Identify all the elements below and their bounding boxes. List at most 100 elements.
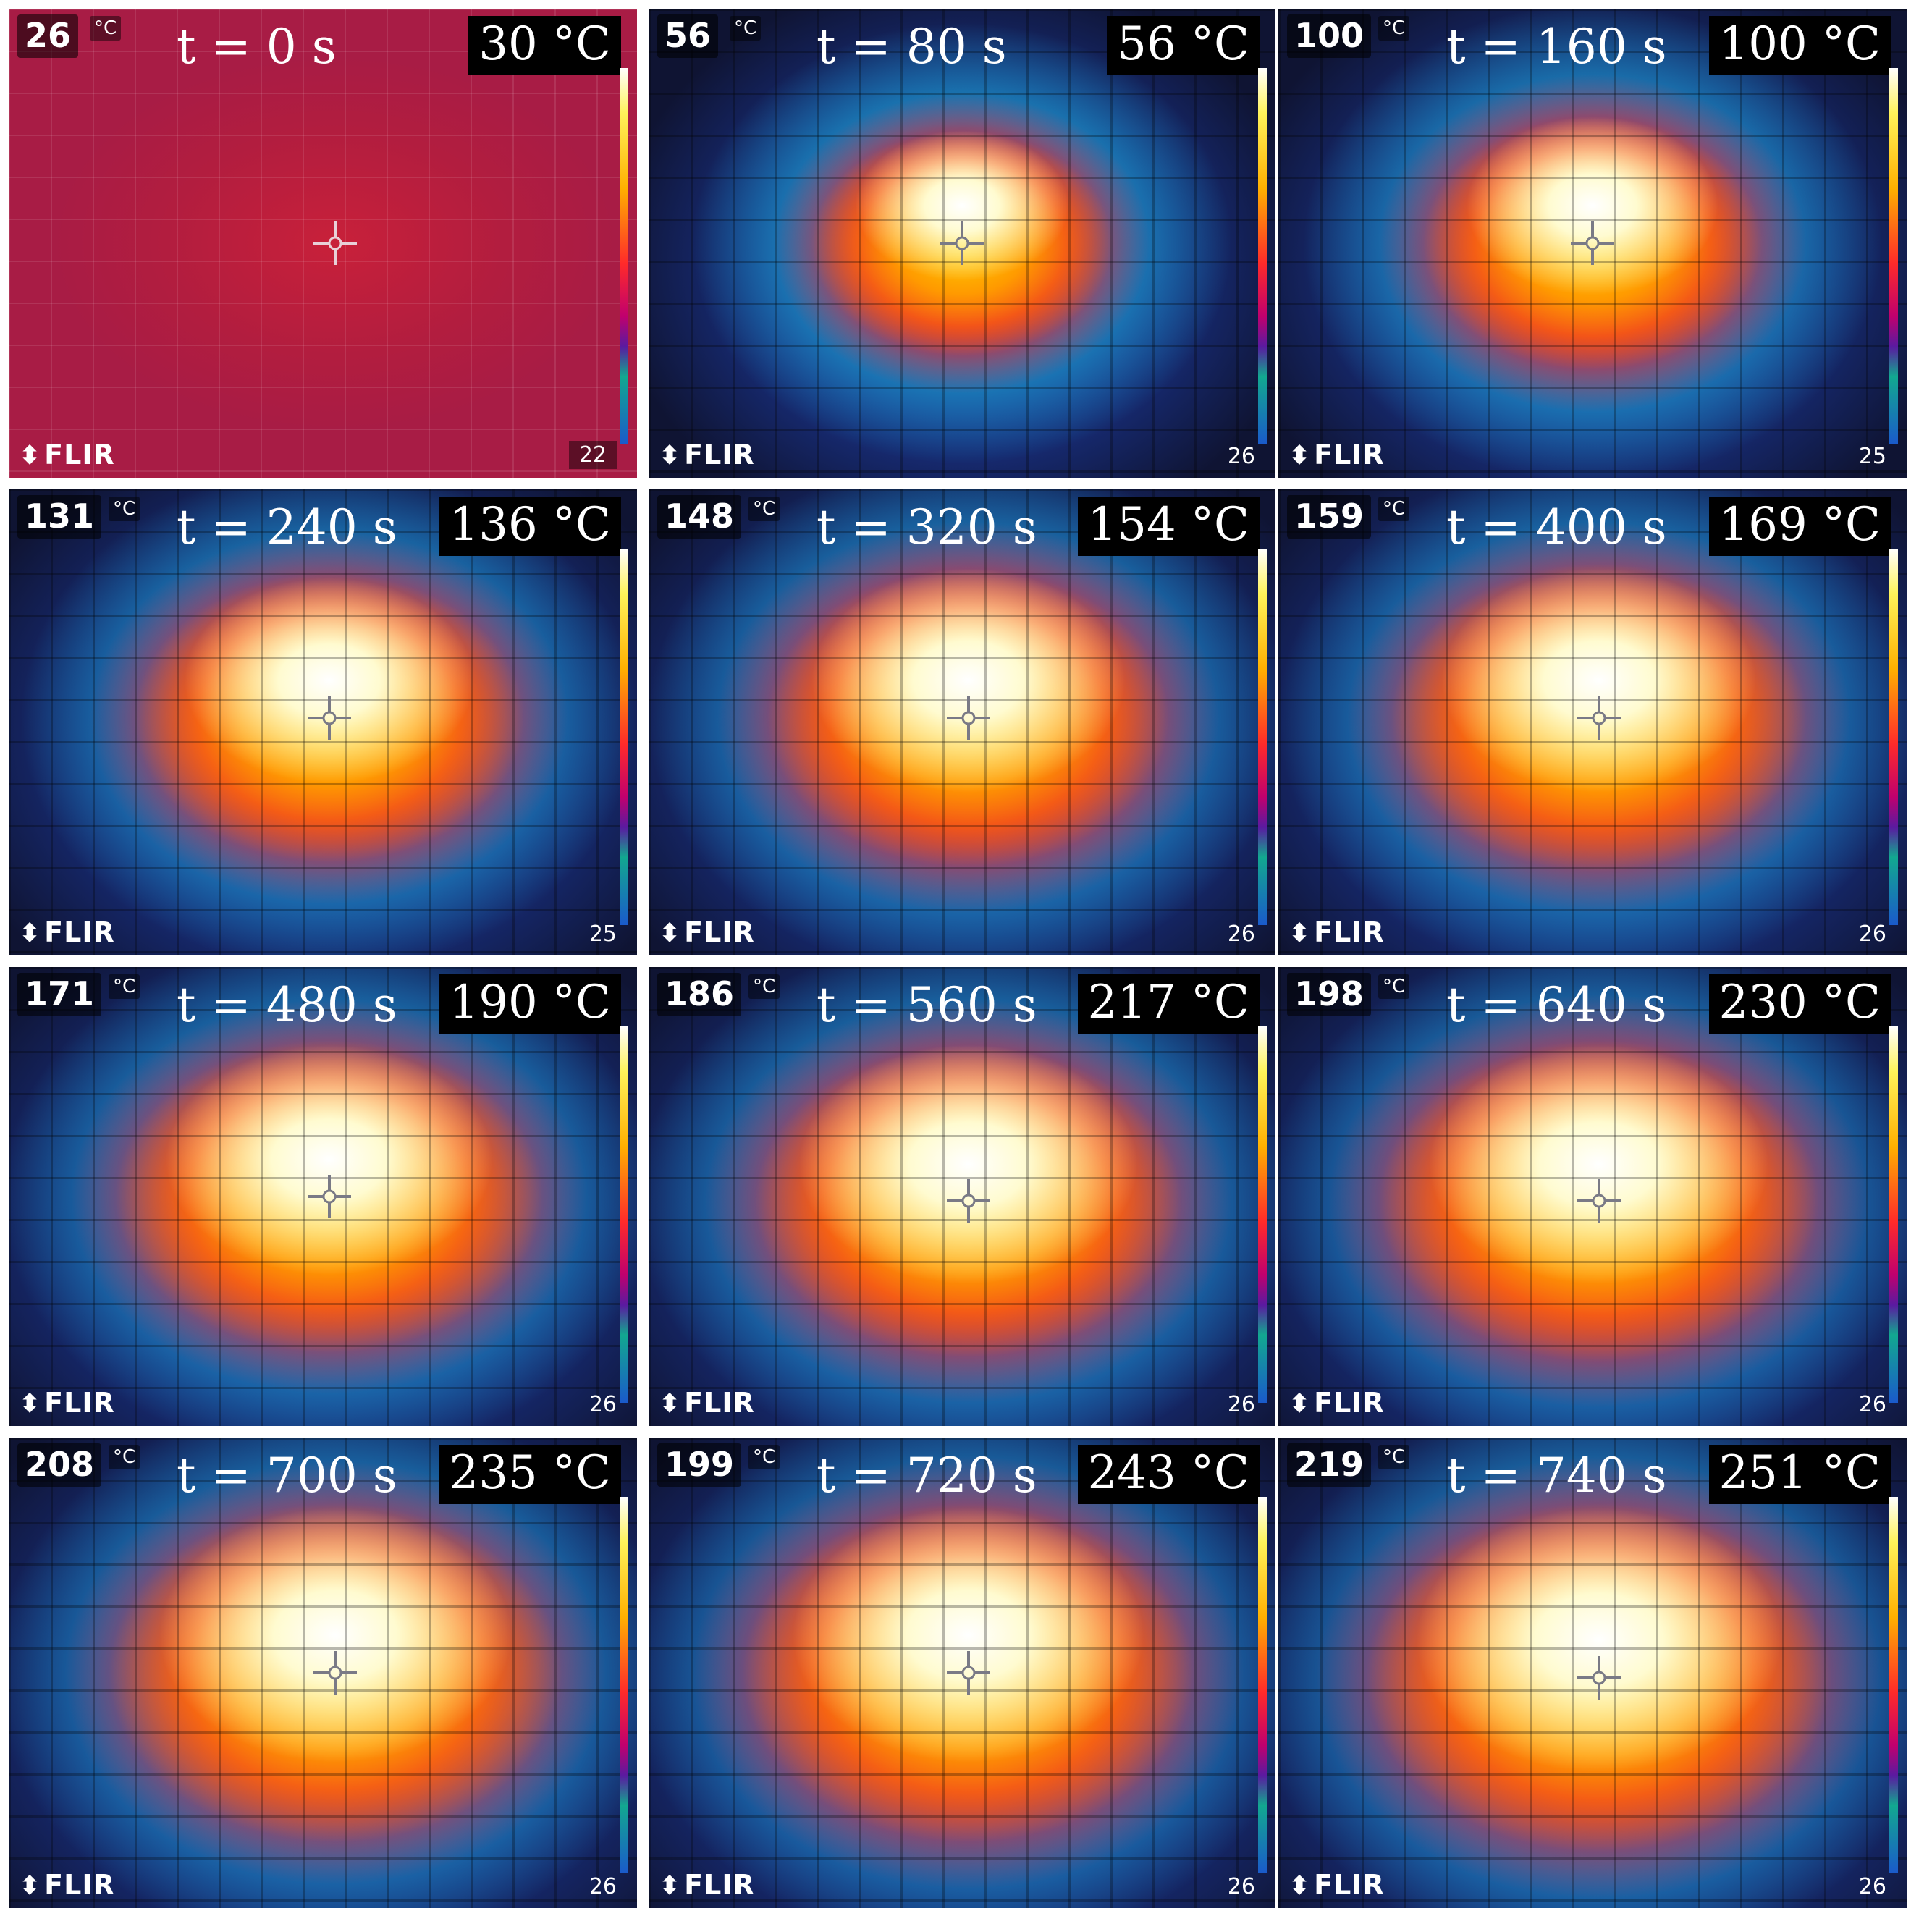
crosshair-icon (1577, 1179, 1621, 1223)
flir-logo-icon: ⬍ (659, 919, 682, 948)
flir-logo-icon: ⬍ (1288, 441, 1312, 470)
thermal-frame: 148 °C t = 320 s 154 °C ⬍ FLIR 26 (649, 489, 1275, 955)
thermal-field (649, 489, 1275, 955)
thermal-frame: 171 °C t = 480 s 190 °C ⬍ FLIR 26 (9, 967, 637, 1426)
max-temperature-label: 251 °C (1708, 1445, 1891, 1504)
crosshair-icon (940, 221, 984, 265)
thermal-frame: 56 °C t = 80 s 56 °C ⬍ FLIR 26 (649, 9, 1275, 478)
scale-minimum-label: 26 (589, 1874, 617, 1899)
scale-minimum-label: 26 (1858, 1874, 1886, 1899)
color-scale-bar (620, 549, 628, 925)
floor-tile-grid (1278, 9, 1907, 478)
flir-logo-text: FLIR (1314, 1869, 1385, 1901)
flir-logo-text: FLIR (44, 439, 115, 470)
scale-minimum-label: 26 (1227, 444, 1255, 469)
flir-logo-text: FLIR (684, 916, 755, 948)
color-scale-bar (620, 1026, 628, 1403)
scale-minimum-label: 22 (568, 441, 617, 469)
spot-temperature-reading: 208 (17, 1443, 102, 1487)
flir-logo-icon: ⬍ (1288, 1871, 1312, 1901)
thermal-frame: 208 °C t = 700 s 235 °C ⬍ FLIR 26 (9, 1438, 637, 1908)
thermal-field (1278, 967, 1907, 1426)
thermal-field (1278, 1438, 1907, 1908)
temperature-unit: °C (748, 1445, 780, 1469)
temperature-unit: °C (748, 974, 780, 999)
spot-temperature-reading: 186 (657, 973, 742, 1016)
max-temperature-label: 243 °C (1077, 1445, 1260, 1504)
temperature-unit: °C (1378, 497, 1410, 521)
max-temperature-label: 154 °C (1077, 497, 1260, 556)
spot-temperature-reading: 26 (17, 14, 79, 58)
crosshair-icon (307, 1175, 351, 1218)
crosshair-icon (946, 1651, 990, 1695)
scale-minimum-label: 25 (589, 921, 617, 947)
spot-temperature-reading: 56 (657, 14, 719, 58)
thermal-frame: 100 °C t = 160 s 100 °C ⬍ FLIR 25 (1278, 9, 1907, 478)
scale-minimum-label: 26 (1227, 1874, 1255, 1899)
crosshair-icon (1571, 221, 1614, 265)
temperature-unit: °C (1378, 16, 1410, 41)
spot-temperature-reading: 100 (1287, 14, 1372, 58)
spot-temperature-reading: 159 (1287, 495, 1372, 539)
flir-logo-text: FLIR (684, 1869, 755, 1901)
temperature-unit: °C (748, 497, 780, 521)
crosshair-icon (1577, 1655, 1621, 1700)
max-temperature-label: 230 °C (1708, 974, 1891, 1034)
thermal-frame: 159 °C t = 400 s 169 °C ⬍ FLIR 26 (1278, 489, 1907, 955)
scale-minimum-label: 26 (1858, 1392, 1886, 1417)
temperature-unit: °C (1378, 974, 1410, 999)
max-temperature-label: 136 °C (439, 497, 621, 556)
thermal-frame: 131 °C t = 240 s 136 °C ⬍ FLIR 25 (9, 489, 637, 955)
thermal-field (649, 9, 1275, 478)
max-temperature-label: 169 °C (1708, 497, 1891, 556)
floor-tile-grid (649, 967, 1275, 1426)
thermal-frame: 199 °C t = 720 s 243 °C ⬍ FLIR 26 (649, 1438, 1275, 1908)
spot-temperature-reading: 148 (657, 495, 742, 539)
floor-tile-grid (1278, 1438, 1907, 1908)
floor-tile-grid (9, 489, 637, 955)
flir-logo: ⬍ FLIR (19, 916, 115, 948)
flir-logo-text: FLIR (44, 1387, 115, 1419)
time-label: t = 240 s (177, 499, 397, 555)
color-scale-bar (1258, 1497, 1267, 1873)
flir-logo-icon: ⬍ (19, 919, 42, 948)
crosshair-icon (1577, 696, 1621, 740)
color-scale-bar (620, 1497, 628, 1873)
flir-logo-icon: ⬍ (1288, 919, 1312, 948)
flir-logo: ⬍ FLIR (19, 439, 115, 470)
thermal-field (1278, 489, 1907, 955)
flir-logo: ⬍ FLIR (1288, 1387, 1385, 1419)
time-label: t = 400 s (1446, 499, 1667, 555)
scale-minimum-label: 26 (1858, 921, 1886, 947)
time-label: t = 560 s (817, 977, 1037, 1033)
time-label: t = 480 s (177, 977, 397, 1033)
color-scale-bar (1889, 1497, 1898, 1873)
max-temperature-label: 100 °C (1708, 16, 1891, 75)
floor-tile-grid (649, 489, 1275, 955)
scale-minimum-label: 26 (589, 1392, 617, 1417)
crosshair-icon (313, 1651, 358, 1695)
time-label: t = 160 s (1446, 19, 1667, 75)
flir-logo: ⬍ FLIR (19, 1387, 115, 1419)
flir-logo-icon: ⬍ (659, 441, 682, 470)
thermal-frame: 198 °C t = 640 s 230 °C ⬍ FLIR 26 (1278, 967, 1907, 1426)
spot-temperature-reading: 131 (17, 495, 102, 539)
color-scale-bar (1889, 1026, 1898, 1403)
color-scale-bar (620, 68, 628, 444)
flir-logo: ⬍ FLIR (1288, 1869, 1385, 1901)
temperature-unit: °C (90, 16, 122, 41)
temperature-unit: °C (730, 16, 762, 41)
flir-logo-text: FLIR (44, 1869, 115, 1901)
time-label: t = 640 s (1446, 977, 1667, 1033)
thermal-field (9, 489, 637, 955)
flir-logo-icon: ⬍ (659, 1389, 682, 1419)
flir-logo-text: FLIR (1314, 916, 1385, 948)
thermal-field (649, 967, 1275, 1426)
flir-logo-icon: ⬍ (19, 1389, 42, 1419)
floor-tile-grid (1278, 967, 1907, 1426)
color-scale-bar (1258, 68, 1267, 444)
floor-tile-grid (649, 9, 1275, 478)
flir-logo-text: FLIR (1314, 1387, 1385, 1419)
spot-temperature-reading: 171 (17, 973, 102, 1016)
